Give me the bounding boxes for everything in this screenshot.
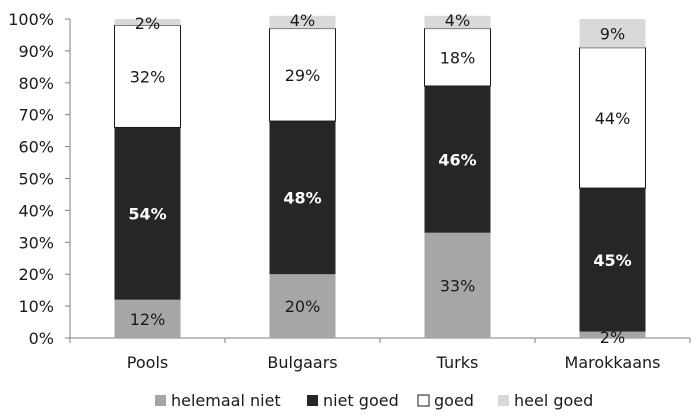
data-label-helemaal-niet-turks: 33% [440,276,476,295]
y-tick-label: 0% [29,329,54,348]
bar-heel-goed-bulgaars [269,15,336,29]
legend-swatch-helemaal-niet [155,395,166,406]
category-label-bulgaars: Bulgaars [267,353,337,372]
y-tick-label: 70% [18,106,54,125]
data-label-niet-goed-marokkaans: 45% [593,251,631,270]
y-axis-ticks: 0% 10% 20% 30% 40% 50% 60% 70% 80% 90% 100% [8,10,70,348]
y-tick-label: 50% [18,170,54,189]
x-axis-ticks: Pools Bulgaars Turks Marokkaans [69,338,691,372]
data-label-heel-goed-turks: 4% [445,11,470,30]
category-label-pools: Pools [127,353,168,372]
legend-label-helemaal-niet: helemaal niet [171,391,281,410]
y-tick-label: 100% [8,10,54,29]
data-label-heel-goed-bulgaars: 4% [290,11,315,30]
legend-swatch-goed [417,394,430,407]
bar-niet-goed-turks [424,85,491,233]
bar-helemaal-niet-bulgaars [269,274,336,338]
y-tick-label: 90% [18,42,54,61]
legend-label-niet-goed: niet goed [323,391,399,410]
bar-niet-goed-marokkaans [579,188,646,332]
y-tick-label: 20% [18,265,54,284]
category-label-marokkaans: Marokkaans [565,353,661,372]
bars: 12% 54% 32% 2% 20% 48% 29% 4% 33% 46% 18% 4% 2% 45% 44… [114,11,646,347]
data-label-helemaal-niet-marokkaans: 2% [600,328,625,347]
y-tick-label: 60% [18,138,54,157]
bar-helemaal-niet-pools [114,299,181,338]
bar-heel-goed-pools [114,19,181,26]
data-label-helemaal-niet-bulgaars: 20% [285,297,321,316]
data-label-niet-goed-pools: 54% [128,205,166,224]
bar-goed-bulgaars [269,28,336,122]
legend: helemaal niet niet goed goed heel goed [155,391,593,410]
bar-helemaal-niet-marokkaans [579,331,646,338]
bar-heel-goed-marokkaans [579,19,646,48]
bar-niet-goed-bulgaars [269,121,336,275]
data-label-goed-bulgaars: 29% [285,66,321,85]
legend-swatch-niet-goed [307,395,318,406]
legend-swatch-heel-goed [498,395,509,406]
y-tick-label: 10% [18,297,54,316]
data-label-niet-goed-bulgaars: 48% [283,189,321,208]
data-label-goed-turks: 18% [440,48,476,67]
data-label-goed-pools: 32% [130,67,166,86]
data-label-helemaal-niet-pools: 12% [130,310,166,329]
bar-heel-goed-turks [424,15,491,29]
data-label-niet-goed-turks: 46% [438,150,476,169]
data-label-heel-goed-marokkaans: 9% [600,24,625,43]
category-label-turks: Turks [436,353,479,372]
bar-goed-marokkaans [579,47,646,189]
bar-niet-goed-pools [114,127,181,300]
y-tick-label: 40% [18,201,54,220]
y-tick-label: 80% [18,74,54,93]
data-label-heel-goed-pools: 2% [135,14,160,33]
legend-label-heel-goed: heel goed [514,391,593,410]
y-tick-label: 30% [18,233,54,252]
bar-goed-pools [114,24,181,128]
legend-label-goed: goed [434,391,474,410]
data-label-goed-marokkaans: 44% [595,109,631,128]
bar-helemaal-niet-turks [424,232,491,338]
